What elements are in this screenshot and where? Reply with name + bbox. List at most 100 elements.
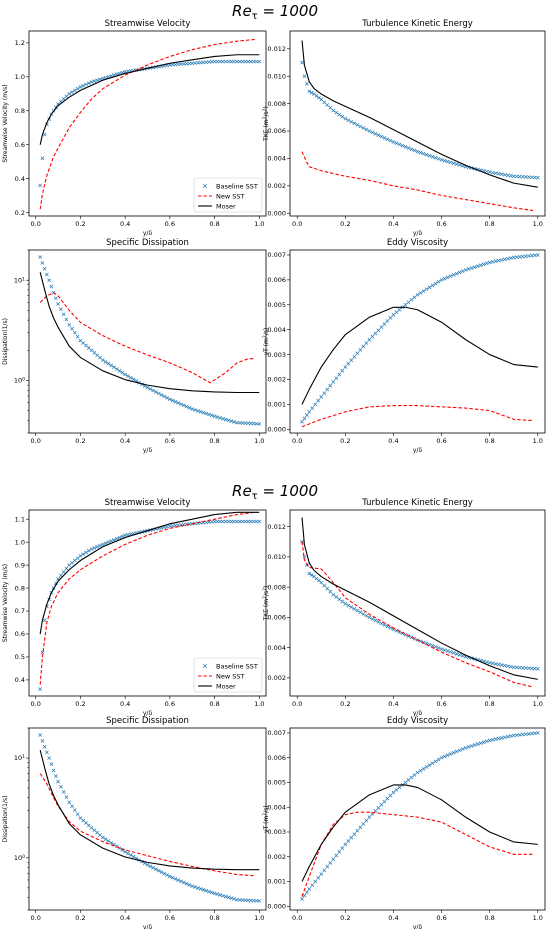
data-point-marker (307, 571, 312, 576)
y-tick-label: 0.8 (15, 584, 25, 592)
data-point-marker (412, 148, 417, 153)
data-point-marker (496, 736, 501, 741)
data-point-marker (254, 421, 259, 426)
data-point-marker (508, 173, 513, 178)
axes-frame (289, 727, 546, 911)
y-axis-label: νT (m2/s) (262, 805, 271, 832)
data-point-marker (237, 898, 242, 902)
data-point-marker (334, 853, 339, 858)
data-point-marker (352, 121, 357, 126)
data-point-marker (445, 753, 450, 758)
data-point-marker (117, 535, 122, 540)
data-point-marker (340, 599, 345, 604)
data-point-marker (49, 762, 54, 767)
data-point-marker (526, 732, 531, 736)
data-point-marker (418, 768, 423, 773)
data-point-marker (481, 740, 486, 745)
data-point-marker (215, 892, 220, 897)
data-point-marker (442, 276, 447, 281)
data-point-marker (312, 92, 316, 96)
y-tick-label: 0.9 (15, 561, 25, 569)
y-tick-label: 0.000 (267, 902, 286, 910)
data-point-marker (154, 390, 158, 394)
x-tick-label: 0.6 (165, 700, 175, 708)
data-point-marker (89, 547, 94, 551)
data-point-marker (100, 542, 105, 547)
y-tick-label: 1.1 (15, 515, 25, 523)
data-point-marker (51, 768, 56, 773)
ylabel-part: νT (m (263, 338, 270, 355)
suptitle-subscript: τ (252, 491, 258, 502)
data-point-marker (309, 573, 314, 577)
data-point-marker (45, 750, 49, 755)
data-point-marker (319, 872, 324, 876)
data-point-marker (340, 114, 345, 119)
data-point-marker (367, 615, 372, 620)
data-point-marker (499, 663, 504, 667)
data-point-marker (235, 897, 239, 902)
data-point-marker (310, 883, 315, 888)
plot-area (38, 511, 262, 691)
data-point-marker (322, 583, 327, 588)
data-point-marker (131, 377, 136, 382)
x-tick-label: 1.0 (533, 437, 543, 445)
data-point-marker (254, 59, 259, 64)
data-point-marker (193, 408, 197, 412)
data-point-marker (179, 879, 183, 884)
data-point-marker (212, 59, 217, 64)
data-point-marker (64, 317, 69, 322)
data-point-marker (75, 86, 80, 91)
data-point-marker (331, 380, 336, 384)
data-point-marker (529, 253, 534, 258)
data-point-marker (243, 421, 248, 425)
data-point-marker (475, 264, 480, 269)
ylabel-part: 2 (262, 116, 268, 119)
data-point-marker (493, 171, 498, 176)
y-axis-label: Streamwise Velocity (m/s) (2, 564, 9, 642)
data-point-marker (409, 147, 414, 152)
data-point-marker (243, 519, 248, 524)
data-point-marker (406, 300, 411, 305)
data-point-marker (221, 519, 225, 524)
data-point-marker (109, 840, 114, 845)
x-axis-label: y/δ (143, 447, 153, 454)
data-point-marker (56, 302, 60, 306)
data-point-marker (78, 85, 83, 89)
data-point-marker (300, 419, 304, 424)
data-point-marker (226, 519, 231, 524)
ylabel-part: Dissipation(1/s) (2, 318, 9, 365)
data-point-marker (442, 754, 447, 759)
ylabel-part: ) (263, 586, 270, 588)
y-tick-label: 0.006 (267, 276, 286, 284)
data-point-marker (246, 898, 250, 903)
data-point-marker (364, 818, 369, 823)
x-axis-label: y/δ (413, 230, 423, 237)
data-point-marker (226, 895, 231, 900)
data-point-marker (117, 369, 122, 373)
data-point-marker (493, 662, 498, 666)
data-point-marker (517, 254, 522, 259)
data-point-marker (128, 853, 133, 857)
data-point-marker (201, 887, 206, 892)
data-point-marker (165, 524, 169, 529)
data-point-marker (331, 857, 336, 862)
ylabel-part: 2 (262, 596, 268, 599)
data-point-marker (493, 259, 498, 264)
y-tick-label: 0.010 (267, 553, 286, 561)
data-point-marker (352, 607, 357, 611)
data-point-marker (168, 397, 172, 402)
legend-label: Baseline SST (216, 662, 258, 670)
data-point-marker (421, 151, 426, 156)
series-line-new-sst (39, 773, 255, 877)
data-point-marker (109, 363, 114, 368)
data-point-marker (162, 394, 167, 399)
data-point-marker (379, 802, 384, 807)
x-tick-label: 1.0 (254, 437, 264, 445)
data-point-marker (457, 652, 462, 657)
y-tick-label: 0.002 (267, 674, 286, 682)
y-tick-label: 0.4 (15, 676, 25, 684)
series-line-moser (39, 511, 260, 635)
data-point-marker (436, 646, 441, 650)
data-point-marker (61, 312, 66, 317)
data-point-marker (346, 118, 351, 123)
